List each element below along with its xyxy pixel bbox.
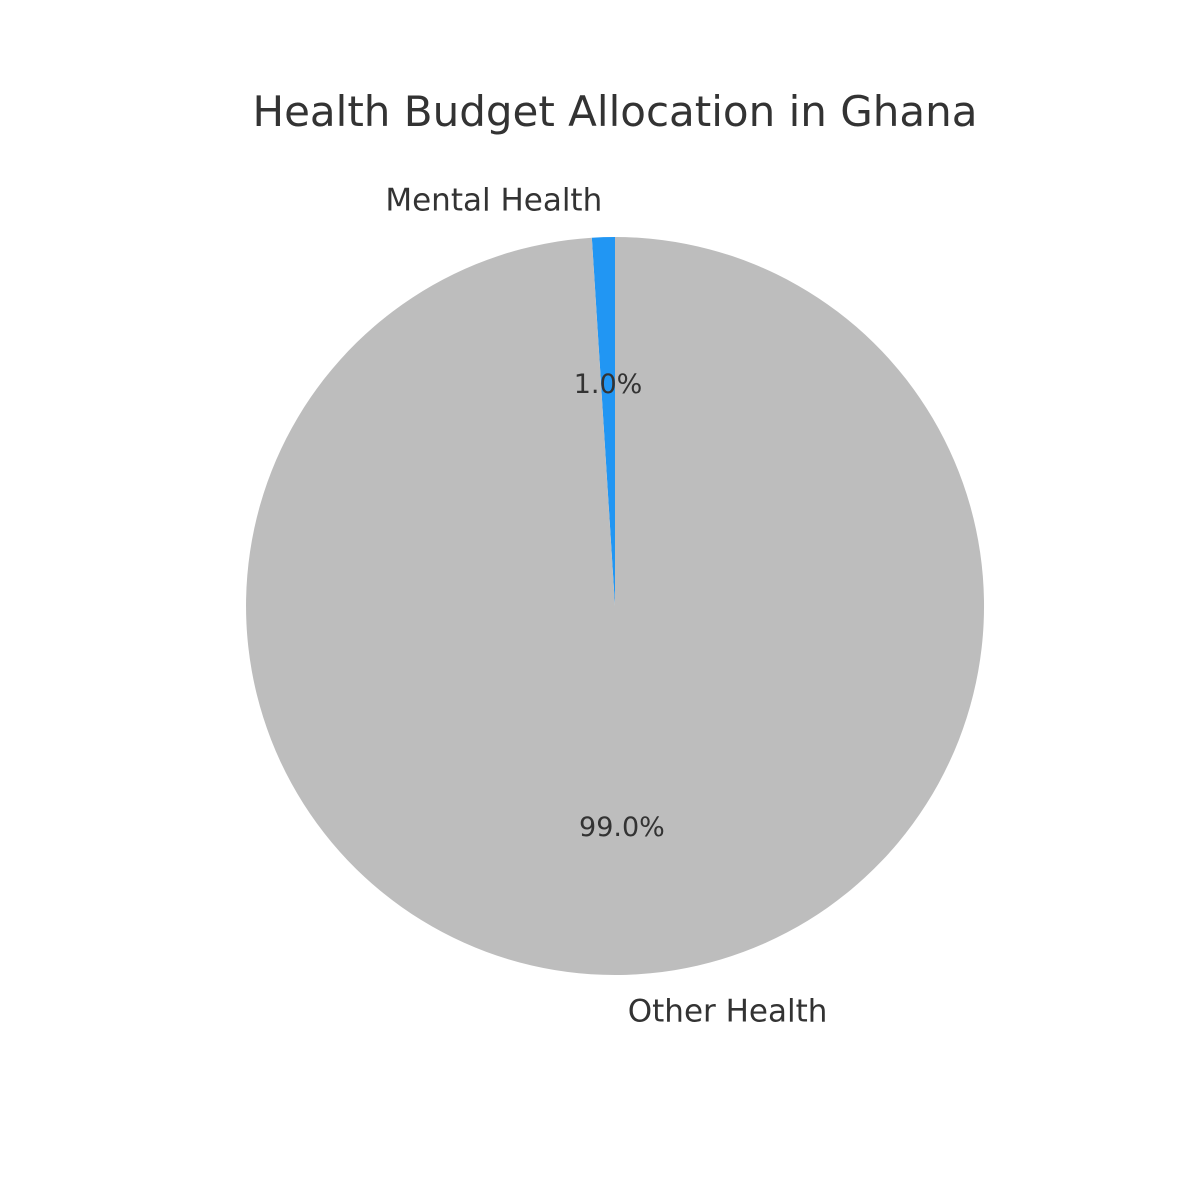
pie-labels: Mental Health 1.0% Other Health 99.0% xyxy=(385,182,827,1029)
chart-title: Health Budget Allocation in Ghana xyxy=(253,87,978,136)
slice-label-other-health: Other Health xyxy=(628,994,828,1030)
slice-percent-other-health: 99.0% xyxy=(579,812,665,843)
pie-slice-other-health xyxy=(246,237,985,976)
pie-slices xyxy=(246,237,985,976)
slice-label-mental-health: Mental Health xyxy=(385,182,602,218)
slice-percent-mental-health: 1.0% xyxy=(574,369,643,400)
pie-slice-mental-health xyxy=(591,237,615,606)
